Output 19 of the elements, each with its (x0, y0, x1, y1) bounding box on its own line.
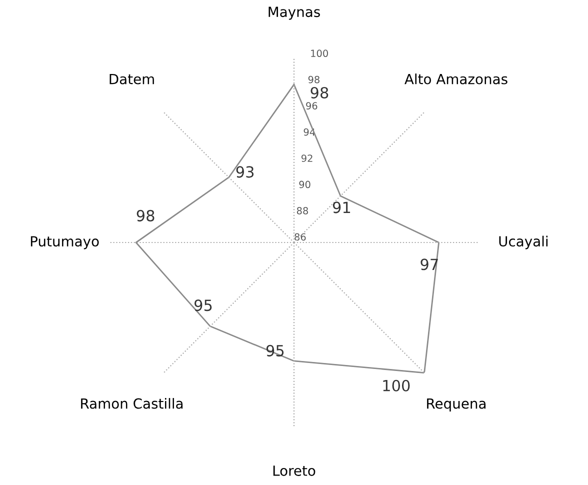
spoke-label: Ramon Castilla (81, 398, 183, 409)
data-label: 98 (136, 210, 154, 222)
y-tick-label: 92 (301, 154, 312, 162)
y-tick-label: 98 (310, 86, 328, 99)
data-label: 91 (332, 202, 350, 214)
spoke-label: Alto Amazonas (404, 74, 508, 84)
data-label: 100 (383, 380, 410, 392)
spoke-label: Putumayo (30, 236, 99, 250)
y-tick-label: 86 (294, 233, 306, 241)
data-label: 93 (236, 166, 254, 178)
y-tick-label: 90 (299, 180, 310, 188)
spoke-label: Loreto (273, 466, 316, 476)
data-label: 95 (194, 300, 212, 312)
spoke-label: Requena (427, 398, 486, 412)
spoke-label: Ucayali (499, 236, 548, 250)
spoke-label: Datem (110, 74, 154, 84)
y-tick-label: 96 (306, 102, 318, 110)
y-tick-label: 88 (296, 207, 308, 214)
spoke-label: Maynas (268, 6, 320, 20)
